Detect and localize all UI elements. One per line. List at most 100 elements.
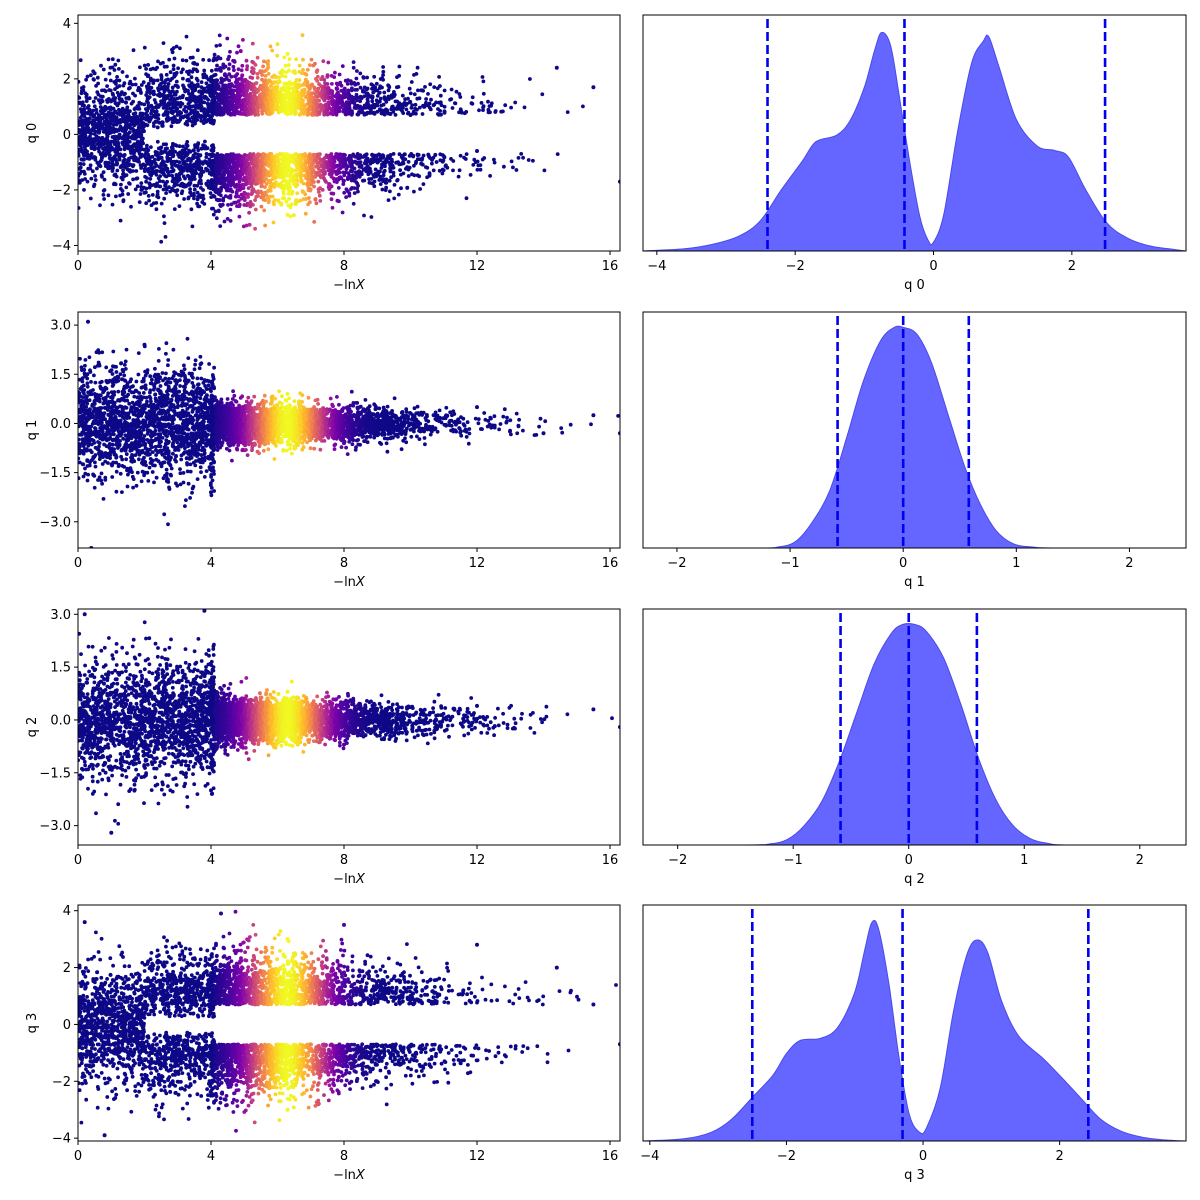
scatter-point — [106, 145, 111, 150]
scatter-point — [126, 192, 131, 196]
scatter-point — [400, 161, 404, 166]
scatter-point — [248, 75, 253, 80]
scatter-point — [246, 175, 251, 180]
scatter-point — [297, 155, 302, 160]
scatter-point — [119, 126, 124, 131]
scatter-point — [305, 67, 310, 72]
scatter-point — [114, 162, 119, 167]
scatter-point — [391, 110, 396, 114]
scatter-point — [307, 196, 311, 200]
scatter-point — [380, 76, 385, 81]
scatter-point — [219, 80, 223, 85]
scatter-point — [195, 183, 200, 188]
scatter-point — [148, 91, 153, 95]
scatter-point — [421, 153, 426, 158]
scatter-point — [180, 95, 185, 100]
scatter-point — [180, 58, 185, 63]
scatter-point — [161, 179, 165, 184]
scatter-point — [306, 180, 311, 185]
scatter-point — [190, 224, 195, 229]
scatter-point — [209, 172, 214, 177]
scatter-point — [218, 87, 223, 92]
scatter-point — [161, 60, 165, 65]
scatter-point — [131, 48, 136, 53]
scatter-point — [110, 169, 115, 173]
scatter-point — [262, 79, 266, 84]
scatter-point — [454, 89, 459, 94]
scatter-point — [145, 86, 150, 91]
scatter-point — [172, 207, 177, 212]
scatter-point — [353, 103, 358, 108]
scatter-point — [261, 93, 266, 97]
scatter-point — [227, 62, 232, 67]
scatter-point — [163, 235, 168, 239]
scatter-point — [423, 85, 427, 89]
scatter-point — [282, 172, 287, 176]
scatter-point — [214, 176, 219, 180]
scatter-point — [258, 174, 263, 178]
scatter-point — [255, 72, 260, 76]
scatter-point — [90, 169, 95, 174]
scatter-point — [296, 85, 300, 90]
scatter-point — [250, 59, 255, 64]
scatter-point — [83, 177, 87, 181]
scatter-point — [403, 97, 407, 102]
scatter-point — [283, 168, 287, 173]
scatter-point — [126, 163, 131, 168]
scatter-point — [268, 44, 273, 49]
scatter-point — [88, 163, 93, 168]
scatter-point — [217, 33, 222, 38]
scatter-point — [282, 103, 286, 107]
scatter-point — [108, 116, 113, 120]
scatter-point — [92, 147, 97, 152]
scatter-point — [218, 101, 223, 105]
scatter-point — [238, 88, 242, 93]
scatter-point — [85, 122, 90, 127]
scatter-point — [163, 174, 168, 178]
scatter-point — [202, 68, 207, 73]
scatter-point — [258, 189, 263, 194]
scatter-point — [319, 91, 324, 95]
scatter-point — [343, 94, 347, 99]
scatter-point — [113, 149, 118, 154]
scatter-point — [211, 212, 216, 217]
scatter-point — [249, 85, 254, 90]
scatter-point — [78, 58, 83, 63]
scatter-point — [141, 141, 146, 146]
scatter-point — [384, 100, 389, 104]
scatter-point — [386, 88, 391, 93]
scatter-point — [110, 202, 115, 207]
scatter-point — [191, 67, 196, 72]
scatter-point — [148, 177, 153, 181]
scatter-point — [219, 69, 223, 73]
scatter-point — [173, 91, 177, 96]
scatter-point — [97, 113, 101, 118]
scatter-point — [174, 44, 179, 49]
scatter-point — [493, 110, 498, 114]
scatter-point — [292, 175, 296, 180]
scatter-point — [78, 107, 83, 111]
scatter-point — [176, 66, 181, 71]
scatter-point — [358, 71, 363, 76]
scatter-point — [283, 74, 288, 79]
scatter-point — [316, 86, 321, 91]
scatter-point — [166, 115, 170, 120]
scatter-point — [225, 183, 229, 187]
scatter-point — [251, 67, 256, 71]
scatter-point — [247, 222, 252, 227]
scatter-point — [189, 207, 194, 212]
scatter-point — [255, 154, 260, 158]
scatter-point — [171, 67, 176, 72]
scatter-point — [375, 100, 380, 105]
scatter-point — [206, 97, 211, 102]
scatter-point — [106, 57, 111, 62]
scatter-point — [154, 172, 159, 177]
scatter-point — [186, 102, 191, 106]
scatter-point — [418, 187, 422, 191]
scatter-point — [195, 117, 200, 122]
scatter-point — [91, 114, 96, 119]
scatter-point — [311, 63, 316, 68]
scatter-point — [325, 112, 330, 117]
scatter-point — [235, 50, 239, 55]
scatter-point — [272, 86, 276, 90]
